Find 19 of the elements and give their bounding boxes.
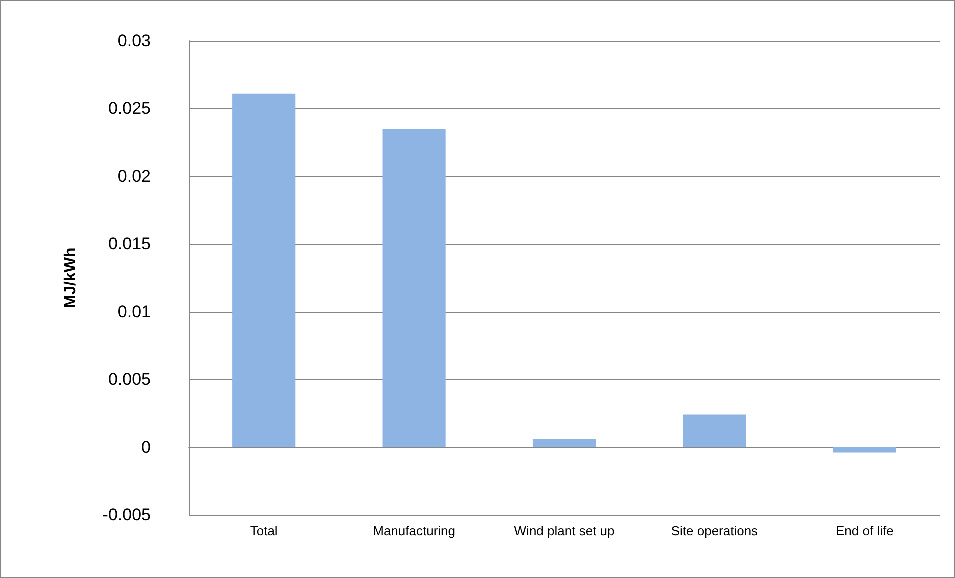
y-tick-label: -0.005 <box>102 506 151 524</box>
bar <box>382 129 446 448</box>
x-tick-label: Site operations <box>671 524 759 538</box>
x-tick-label: Wind plant set up <box>514 524 615 538</box>
bar <box>232 94 296 448</box>
y-tick-label: 0.015 <box>108 234 151 254</box>
y-tick-label: 0.02 <box>118 166 151 186</box>
y-tick-label: 0 <box>142 438 151 457</box>
y-tick-label: 0.01 <box>118 302 151 322</box>
y-tick-label: 0.025 <box>108 99 151 118</box>
x-tick-label: Manufacturing <box>373 524 456 538</box>
y-axis-title: MJ/kWh <box>62 248 80 308</box>
y-tick-label: 0.03 <box>118 32 151 50</box>
x-tick-label: End of life <box>836 524 894 538</box>
bar <box>683 414 746 448</box>
bar <box>833 447 896 453</box>
y-tick-label: 0.005 <box>108 370 151 390</box>
bar <box>532 439 596 448</box>
x-tick-label: Total <box>250 524 278 538</box>
